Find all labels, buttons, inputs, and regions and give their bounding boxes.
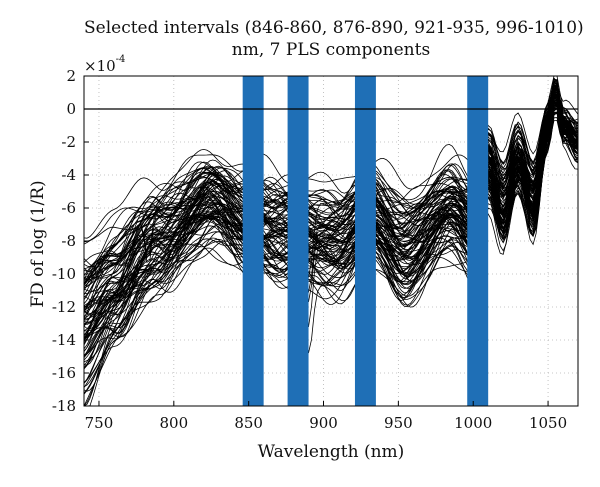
selected-interval-bar [287, 76, 309, 406]
selected-interval-bar [467, 76, 489, 406]
interval-layer [242, 76, 489, 406]
spectrum-line [83, 87, 579, 310]
y-tick-label: -10 [52, 265, 76, 283]
y-tick-label: -8 [61, 232, 76, 250]
spectrum-line [83, 111, 579, 346]
y-tick-label: -6 [61, 199, 76, 217]
spectrum-line [83, 96, 579, 325]
x-tick-label: 850 [234, 414, 263, 432]
chart-title-line-1: Selected intervals (846-860, 876-890, 92… [84, 18, 584, 38]
y-tick-label: -16 [52, 364, 76, 382]
spectrum-line [83, 80, 579, 268]
y-tick-label: -12 [52, 298, 76, 316]
y-tick-label: -18 [52, 397, 76, 415]
spectrum-line [83, 93, 579, 332]
y-tick-label: -14 [52, 331, 76, 349]
spectrum-line [83, 105, 579, 291]
spectrum-line [83, 78, 579, 323]
x-tick-label: 800 [159, 414, 188, 432]
chart-title-line-2: nm, 7 PLS components [231, 40, 431, 60]
x-tick-label: 1000 [454, 414, 492, 432]
spectrum-line [83, 97, 579, 384]
tick-layer: 750 800 850 900 950 1000 1050 2 0 -2 -4 -6 -8 -10 -12 -… [52, 67, 567, 432]
x-tick-label: 900 [309, 414, 338, 432]
spectrum-line [83, 102, 579, 388]
y-axis-scale-base: ×10 [84, 57, 116, 75]
spectrum-line [83, 82, 579, 263]
selected-interval-bar [242, 76, 264, 406]
spectrum-line [83, 86, 579, 245]
series-layer [83, 75, 579, 407]
y-tick-label: -2 [61, 133, 76, 151]
x-tick-label: 1050 [529, 414, 567, 432]
x-tick-label: 950 [384, 414, 413, 432]
spectrum-line [83, 93, 579, 352]
spectrum-line [83, 78, 579, 310]
spectrum-line [83, 86, 579, 286]
x-tick-label: 750 [85, 414, 114, 432]
spectrum-line [83, 90, 579, 321]
y-tick-label: -4 [61, 166, 76, 184]
spectrum-line [83, 94, 579, 282]
spectrum-line [83, 100, 579, 288]
x-axis-label: Wavelength (nm) [257, 442, 405, 462]
y-axis-scale-exponent: -4 [115, 54, 126, 65]
selected-interval-bar [354, 76, 376, 406]
spectrum-line [83, 107, 579, 277]
spectrum-line [83, 95, 579, 366]
spectrum-line [83, 98, 579, 279]
spectrum-line [83, 103, 579, 342]
spectrum-line [83, 97, 579, 407]
y-axis-scale-note: ×10-4 [84, 54, 126, 75]
spectrum-line [83, 92, 579, 313]
y-tick-label: 2 [66, 67, 76, 85]
y-tick-label: 0 [66, 100, 76, 118]
spectrum-line [83, 111, 579, 384]
